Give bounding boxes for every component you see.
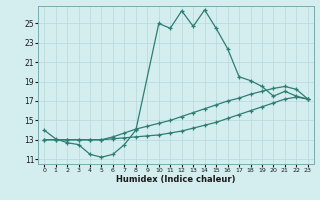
X-axis label: Humidex (Indice chaleur): Humidex (Indice chaleur) (116, 175, 236, 184)
